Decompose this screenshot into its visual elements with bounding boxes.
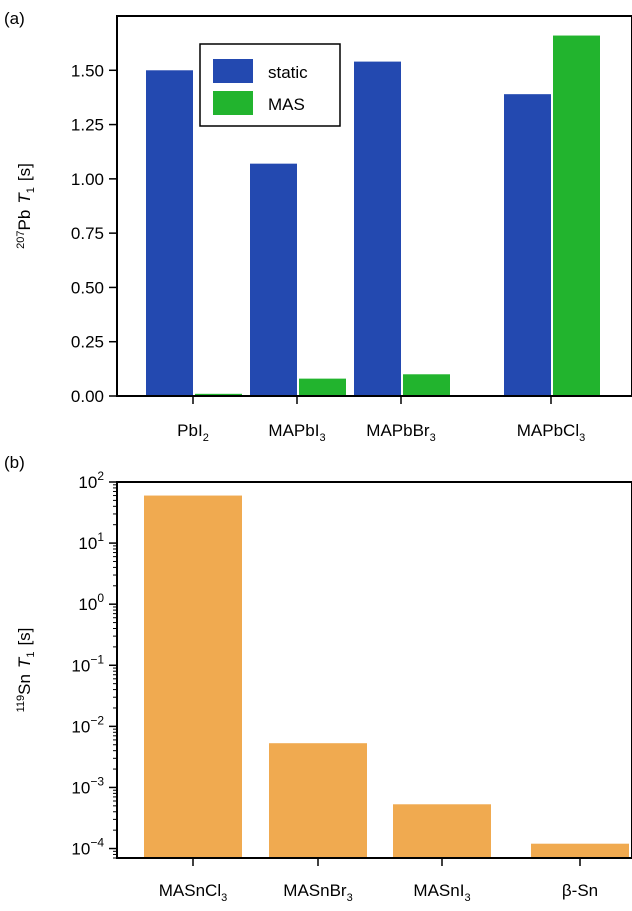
- panel-b-x-tick-label: MASnCl3: [159, 881, 227, 904]
- panel-b-bars: [144, 495, 629, 858]
- bar-mas-mapbi3: [299, 378, 346, 396]
- panel-a-y-tick-label: 1.25: [71, 116, 104, 135]
- panel-b-ylabel-unit: [s]: [15, 628, 34, 646]
- bar-static-mapbi3: [250, 163, 297, 396]
- legend-swatch-static: [213, 59, 253, 83]
- panel-b-ylabel-symbol: T: [15, 656, 34, 668]
- panel-b-frame: [116, 481, 632, 859]
- panel-a-y-tick-label: 0.75: [71, 224, 104, 243]
- panel-b-x-ticks: MASnCl3 MASnBr3 MASnI3 β-Sn: [159, 858, 598, 904]
- panel-a-ylabel-isotope: 207: [15, 230, 27, 248]
- legend-label-mas: MAS: [268, 95, 305, 114]
- panel-b-x-tick-label: β-Sn: [562, 881, 598, 900]
- panel-a-label: (a): [4, 9, 25, 28]
- panel-a-y-axis-label: 207Pb T1 [s]: [15, 163, 37, 249]
- panel-a-x-tick-label: MAPbCl3: [517, 421, 585, 444]
- panel-b-y-tick-label: 10−2: [71, 713, 104, 736]
- panel-b-ylabel-subscript: 1: [25, 652, 37, 658]
- panel-b-y-tick-label: 10−3: [71, 774, 104, 797]
- panel-b-y-ticks: 102 101 100 10−1 10−2 10−3 10−4: [71, 469, 117, 859]
- bar-static-mapbcl3: [504, 94, 551, 397]
- bar-masnbr3: [269, 743, 367, 858]
- panel-a-ylabel-nucleus: Pb: [15, 210, 34, 231]
- panel-a: (a) 0.00 0.25 0.50 0.75 1.00 1.25 1.50 PbI2 MAP…: [4, 9, 632, 444]
- panel-a-x-tick-label: MAPbI3: [268, 421, 325, 444]
- panel-b-x-tick-label: MASnBr3: [283, 881, 352, 904]
- bar-masni3: [393, 804, 491, 858]
- bar-mas-mapbbr3: [403, 374, 450, 396]
- panel-b-y-tick-label: 10−4: [71, 836, 104, 859]
- panel-a-y-tick-label: 0.50: [71, 278, 104, 297]
- bar-mas-pbi2: [195, 393, 242, 396]
- panel-a-x-ticks: PbI2 MAPbI3 MAPbBr3 MAPbCl3: [177, 396, 585, 444]
- panel-b-y-tick-label: 102: [78, 469, 104, 492]
- bar-static-pbi2: [146, 70, 193, 397]
- panel-b-y-tick-label: 101: [78, 530, 104, 553]
- legend-swatch-mas: [213, 91, 253, 115]
- panel-a-ylabel-subscript: 1: [25, 187, 37, 193]
- panel-a-frame: [116, 15, 632, 397]
- panel-a-ylabel-symbol: T: [15, 192, 34, 204]
- panel-a-bars: [146, 35, 600, 397]
- bar-static-mapbbr3: [354, 61, 401, 396]
- panel-b-y-axis-label: 119Sn T1 [s]: [15, 628, 37, 713]
- panel-b-x-tick-label: MASnI3: [413, 881, 470, 904]
- panel-a-x-tick-label: MAPbBr3: [366, 421, 435, 444]
- panel-b-label: (b): [4, 453, 25, 472]
- bar-mas-mapbcl3: [553, 35, 600, 397]
- panel-a-y-tick-label: 0.25: [71, 333, 104, 352]
- panel-b-ylabel-isotope: 119: [15, 695, 27, 713]
- bar-β-sn: [531, 843, 629, 858]
- panel-b-ylabel-nucleus: Sn: [15, 674, 34, 695]
- bar-masncl3: [144, 495, 242, 858]
- legend-label-static: static: [268, 63, 308, 82]
- panel-a-y-tick-label: 1.50: [71, 61, 104, 80]
- panel-a-x-tick-label: PbI2: [177, 421, 209, 444]
- panel-a-y-tick-label: 0.00: [71, 387, 104, 406]
- panel-a-y-tick-label: 1.00: [71, 170, 104, 189]
- panel-a-y-ticks: 0.00 0.25 0.50 0.75 1.00 1.25 1.50: [71, 61, 117, 406]
- panel-b-y-tick-label: 10−1: [71, 652, 104, 675]
- panel-a-ylabel-unit: [s]: [15, 163, 34, 181]
- panel-a-legend: static MAS: [199, 43, 341, 127]
- panel-b-y-tick-label: 100: [78, 591, 104, 614]
